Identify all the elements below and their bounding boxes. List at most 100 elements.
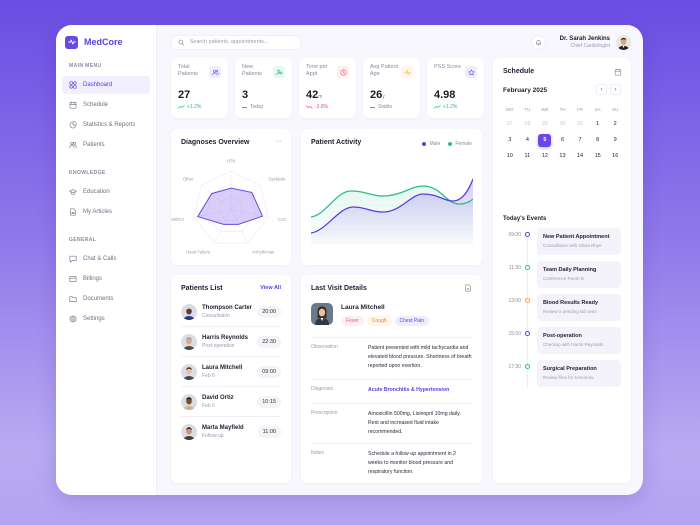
calendar-day[interactable]: 2 <box>613 121 617 127</box>
calendar-day[interactable]: 28 <box>524 121 531 127</box>
timeline-line <box>527 234 528 388</box>
schedule-card: Schedule February 2025 ‹ › MO TU WE TH FR SA S… <box>493 58 631 483</box>
more-options-button[interactable]: ··· <box>275 138 282 145</box>
sidebar-item-documents[interactable]: Documents <box>62 290 150 308</box>
stat-card-total-patients[interactable]: Total Patients 27 +1.2% <box>171 58 228 118</box>
user-role: Chief Cardiologist <box>570 42 610 49</box>
event-item[interactable]: 13:00 Blood Results Ready Review 5 pending… <box>493 294 631 324</box>
users-icon <box>211 69 219 75</box>
event-card[interactable]: Post-operation Checkup with Harris Reynol… <box>537 327 621 354</box>
trend-up-icon <box>178 105 185 109</box>
card-title: Patient Activity <box>311 139 362 146</box>
event-subtitle: Review files for tomorrow <box>543 375 594 380</box>
patient-row[interactable]: Harris Reynolds Post-operation 22:30 <box>181 327 281 357</box>
sidebar-item-schedule[interactable]: Schedule <box>62 96 150 114</box>
stat-card-time-per-appt[interactable]: Time per Appt 42m -3.8% <box>299 58 356 118</box>
radar-axis-label: Heart Failure <box>186 250 211 255</box>
calendar-day[interactable]: 15 <box>594 153 601 159</box>
calendar-day[interactable]: 4 <box>525 137 529 143</box>
sidebar-item-statistics-reports[interactable]: Statistics & Reports <box>62 116 150 134</box>
event-card[interactable]: Blood Results Ready Review 5 pending lab … <box>537 294 621 321</box>
sidebar-item-education[interactable]: Education <box>62 183 150 201</box>
patient-appointment-type: Feb 6 <box>202 372 215 379</box>
stat-value: 26y <box>370 89 385 101</box>
event-card[interactable]: Team Daily Planning Conference Room B <box>537 261 621 288</box>
view-all-link[interactable]: View All <box>260 285 281 291</box>
nav-section-label: KNOWLEDGE <box>69 170 106 176</box>
calendar-day[interactable]: 8 <box>596 137 600 143</box>
event-item[interactable]: 17:30 Surgical Preparation Review files fo… <box>493 360 631 390</box>
sidebar-item-my-articles[interactable]: My Articles <box>62 203 150 221</box>
patient-row[interactable]: Laura Mitchell Feb 6 09:00 <box>181 357 281 387</box>
calendar-day[interactable]: 29 <box>541 121 548 127</box>
prev-month-button[interactable]: ‹ <box>596 84 607 95</box>
calendar-icon[interactable] <box>614 68 622 76</box>
patient-name: Laura Mitchell <box>202 364 243 371</box>
event-item[interactable]: 15:00 Post-operation Checkup with Harris R… <box>493 327 631 357</box>
user-info[interactable]: Dr. Sarah Jenkins Chief Cardiologist <box>560 36 610 49</box>
patient-row[interactable]: David Ortiz Feb 6 10:15 <box>181 387 281 417</box>
user-avatar[interactable] <box>616 34 631 50</box>
next-month-button[interactable]: › <box>610 84 621 95</box>
patient-appointment-type: Consultation <box>202 312 230 319</box>
stat-label: Total Patients <box>178 64 198 77</box>
document-icon[interactable] <box>464 284 472 292</box>
calendar-day[interactable]: 27 <box>506 121 513 127</box>
event-item[interactable]: 09:00 New Patient Appointment Consultation… <box>493 228 631 258</box>
legend-male[interactable]: Male <box>422 141 440 147</box>
calendar-day[interactable]: 1 <box>596 121 600 127</box>
radar-axis-label: Other <box>183 177 194 182</box>
calendar-day-selected[interactable]: 5 <box>536 132 554 148</box>
event-item[interactable]: 11:30 Team Daily Planning Conference Room … <box>493 261 631 291</box>
calendar-day[interactable]: 6 <box>560 137 565 143</box>
sidebar-item-dashboard[interactable]: Dashboard <box>62 76 150 94</box>
calendar-day[interactable]: 14 <box>577 153 584 159</box>
clock-icon <box>340 69 346 75</box>
symptom-tags: Fever Cough Chest Pain <box>341 316 429 326</box>
notifications-button[interactable] <box>530 34 546 50</box>
patient-row[interactable]: Thompson Carter Consultation 20:00 <box>181 297 281 327</box>
user-plus-icon <box>275 69 283 75</box>
sidebar-item-patients[interactable]: Patients <box>62 136 150 154</box>
calendar-day[interactable]: 13 <box>559 153 566 159</box>
calendar-day[interactable]: 30 <box>559 121 566 127</box>
patient-name: Thompson Carter <box>202 304 253 311</box>
patient-row[interactable]: Marta Mayfield Follow-up 11:00 <box>181 417 281 447</box>
legend-female[interactable]: Female <box>448 141 472 147</box>
calendar-day[interactable]: 12 <box>541 153 548 159</box>
stat-trend: Stable <box>370 104 393 110</box>
sidebar-item-settings[interactable]: Settings <box>62 310 150 328</box>
event-time: 13:00 <box>508 298 521 304</box>
detail-value: Schedule a follow-up appointment in 2 we… <box>368 451 456 475</box>
calendar-day[interactable]: 11 <box>524 153 531 159</box>
detail-label: Notes <box>311 450 325 456</box>
dashboard-icon <box>69 81 77 89</box>
event-card[interactable]: Surgical Preparation Review files for tom… <box>537 360 621 387</box>
graduation-cap-icon <box>69 189 77 195</box>
app-window: MedCore MAIN MENU Dashboard Schedule Statis… <box>56 25 643 495</box>
calendar-day[interactable]: 31 <box>577 121 584 127</box>
chat-icon <box>69 255 77 263</box>
card-title: Schedule <box>503 68 535 75</box>
calendar-day[interactable]: 16 <box>612 153 619 159</box>
calendar-day[interactable]: 7 <box>578 137 582 143</box>
sidebar-item-chat-calls[interactable]: Chat & Calls <box>62 250 150 268</box>
search-box[interactable] <box>171 34 301 50</box>
event-subtitle: Review 5 pending lab tests <box>543 309 597 314</box>
brand[interactable]: MedCore <box>62 35 150 49</box>
patient-appointment-type: Follow-up <box>202 433 224 439</box>
symptom-tag: Cough <box>366 316 392 326</box>
detail-value: Amoxicillin 500mg, Lisinopril 10mg daily… <box>368 411 461 435</box>
stat-card-pss-score[interactable]: PSS Score 4.98 +1.2% <box>427 58 484 118</box>
event-card[interactable]: New Patient Appointment Consultation with… <box>537 228 621 255</box>
detail-value[interactable]: Acute Bronchitis & Hypertension <box>368 387 450 393</box>
calendar-day[interactable]: 3 <box>508 137 512 143</box>
calendar-day[interactable]: 9 <box>613 137 617 143</box>
search-input[interactable] <box>189 39 294 45</box>
pulse-logo-icon <box>65 35 78 49</box>
stat-card-avg-patient-age[interactable]: Avg Patient Age 26y Stable <box>363 58 420 118</box>
sidebar-nav: MAIN MENU Dashboard Schedule Statistics & R… <box>62 63 150 328</box>
stat-card-new-patients[interactable]: New Patients 3 Today <box>235 58 292 118</box>
calendar-day[interactable]: 10 <box>506 153 513 159</box>
sidebar-item-billings[interactable]: Billings <box>62 270 150 288</box>
